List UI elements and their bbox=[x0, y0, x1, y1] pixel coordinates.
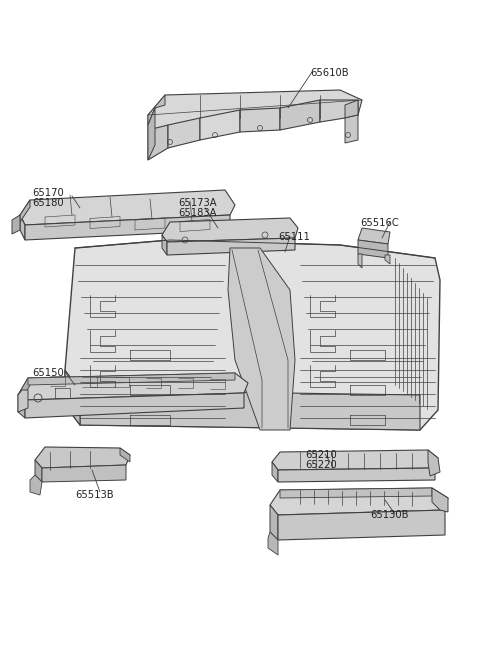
Text: 65170: 65170 bbox=[32, 188, 64, 198]
Polygon shape bbox=[18, 395, 25, 418]
Polygon shape bbox=[358, 240, 388, 258]
Polygon shape bbox=[168, 118, 200, 148]
Text: 65513B: 65513B bbox=[75, 490, 114, 500]
Polygon shape bbox=[240, 108, 280, 132]
Polygon shape bbox=[272, 450, 438, 470]
Polygon shape bbox=[120, 448, 130, 462]
Polygon shape bbox=[270, 488, 448, 515]
Text: 65130B: 65130B bbox=[370, 510, 408, 520]
Polygon shape bbox=[18, 390, 28, 412]
Polygon shape bbox=[18, 378, 34, 395]
Polygon shape bbox=[25, 393, 244, 418]
Polygon shape bbox=[148, 90, 362, 130]
Text: 65173A: 65173A bbox=[178, 198, 216, 208]
Text: 65111: 65111 bbox=[278, 232, 310, 242]
Polygon shape bbox=[20, 215, 25, 240]
Polygon shape bbox=[30, 475, 42, 495]
Polygon shape bbox=[358, 228, 390, 244]
Polygon shape bbox=[280, 488, 432, 498]
Polygon shape bbox=[162, 235, 167, 255]
Polygon shape bbox=[228, 248, 295, 430]
Polygon shape bbox=[18, 373, 248, 400]
Polygon shape bbox=[270, 505, 278, 540]
Text: 65220: 65220 bbox=[305, 460, 337, 470]
Text: 65210: 65210 bbox=[305, 450, 337, 460]
Polygon shape bbox=[385, 255, 390, 264]
Text: 65610B: 65610B bbox=[310, 68, 348, 78]
Polygon shape bbox=[358, 254, 362, 268]
Polygon shape bbox=[428, 450, 440, 476]
Polygon shape bbox=[20, 190, 235, 225]
Polygon shape bbox=[12, 215, 20, 234]
Polygon shape bbox=[65, 240, 440, 430]
Polygon shape bbox=[148, 125, 168, 160]
Polygon shape bbox=[320, 100, 358, 122]
Polygon shape bbox=[35, 460, 42, 482]
Text: 65180: 65180 bbox=[32, 198, 64, 208]
Text: 65516C: 65516C bbox=[360, 218, 399, 228]
Polygon shape bbox=[278, 510, 445, 540]
Polygon shape bbox=[35, 447, 130, 468]
Polygon shape bbox=[20, 200, 30, 222]
Polygon shape bbox=[278, 468, 435, 482]
Polygon shape bbox=[25, 215, 230, 240]
Polygon shape bbox=[42, 465, 126, 482]
Polygon shape bbox=[200, 110, 240, 140]
Polygon shape bbox=[167, 238, 295, 255]
Polygon shape bbox=[28, 373, 235, 385]
Text: 65150: 65150 bbox=[32, 368, 64, 378]
Polygon shape bbox=[272, 462, 278, 482]
Polygon shape bbox=[280, 100, 320, 130]
Polygon shape bbox=[148, 95, 165, 125]
Polygon shape bbox=[65, 370, 80, 425]
Text: 65183A: 65183A bbox=[178, 208, 216, 218]
Polygon shape bbox=[345, 100, 358, 118]
Polygon shape bbox=[268, 532, 278, 555]
Polygon shape bbox=[162, 218, 298, 242]
Polygon shape bbox=[148, 108, 155, 160]
Polygon shape bbox=[345, 115, 358, 143]
Polygon shape bbox=[432, 488, 448, 512]
Polygon shape bbox=[80, 390, 420, 430]
